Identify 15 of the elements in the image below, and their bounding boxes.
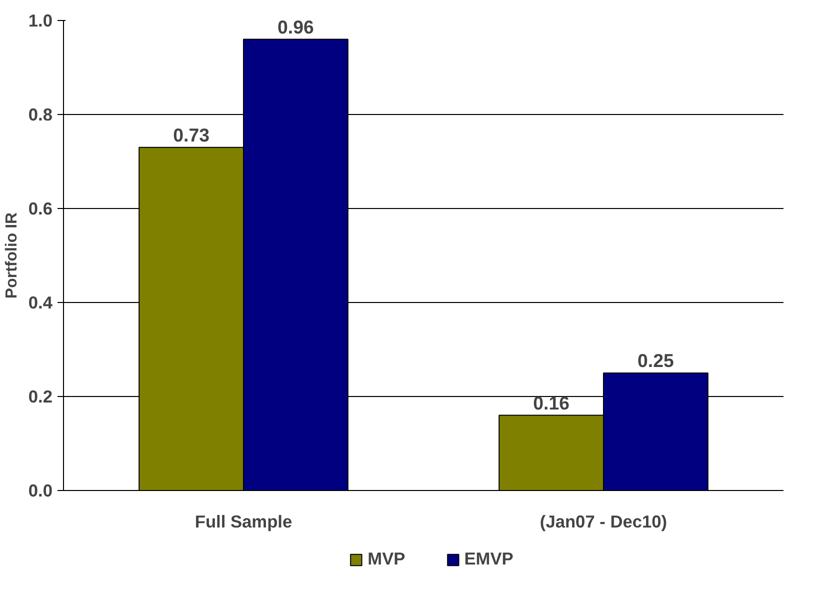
- x-tick-label: Full Sample: [194, 512, 292, 532]
- data-label: 0.96: [278, 16, 314, 38]
- y-tick-label: 0.8: [28, 104, 53, 124]
- x-tick-label: (Jan07 - Dec10): [540, 512, 668, 532]
- legend-label: MVP: [368, 548, 406, 570]
- data-label: 0.73: [173, 124, 210, 146]
- y-tick-label: 0.0: [28, 480, 53, 500]
- y-axis-title: Portfolio IR: [3, 212, 20, 299]
- legend-label: EMVP: [464, 548, 514, 570]
- y-tick-label: 0.2: [28, 386, 53, 406]
- y-tick-label: 0.6: [28, 198, 53, 218]
- y-tick-label: 1.0: [28, 10, 53, 30]
- data-label: 0.25: [638, 350, 674, 371]
- data-label: 0.16: [533, 392, 570, 414]
- y-tick-label: 0.4: [28, 292, 53, 312]
